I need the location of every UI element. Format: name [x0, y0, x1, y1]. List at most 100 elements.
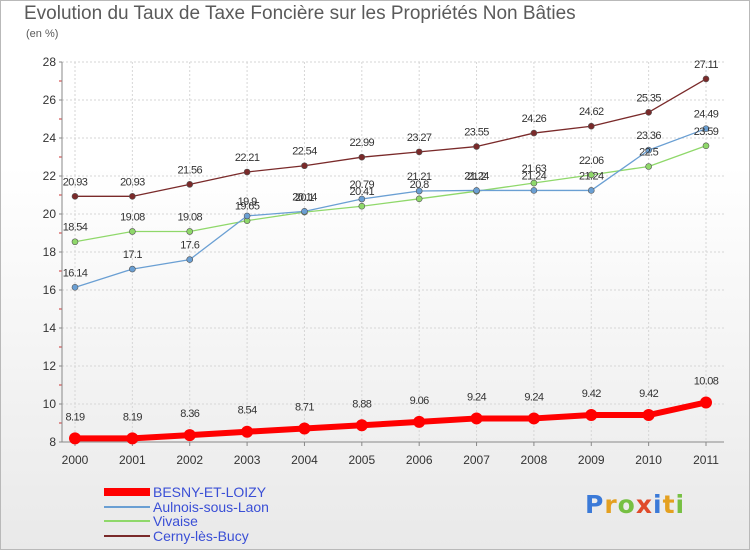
- data-point-aulnois-sous-laon: [587, 187, 595, 194]
- data-point-besny-et-loizy: [355, 419, 368, 432]
- data-label-besny-et-loizy: 8.19: [65, 411, 84, 423]
- data-point-besny-et-loizy: [298, 422, 311, 435]
- legend-label: BESNY-ET-LOIZY: [153, 484, 267, 500]
- legend-swatch: [104, 505, 150, 508]
- legend-label: Cerny-lès-Bucy: [153, 527, 249, 544]
- legend-label: Aulnois-sous-Laon: [153, 498, 269, 515]
- x-tick-label: 2009: [578, 453, 605, 467]
- y-tick-label: 20: [43, 207, 57, 221]
- data-label-besny-et-loizy: 9.24: [524, 391, 543, 403]
- data-point-aulnois-sous-laon: [301, 208, 308, 215]
- data-point-vivaise: [530, 179, 538, 187]
- y-tick-label: 16: [43, 283, 57, 297]
- data-point-besny-et-loizy: [470, 412, 483, 425]
- x-tick-label: 2006: [406, 453, 433, 467]
- data-point-cerny-les-bucy: [243, 168, 251, 176]
- data-label-besny-et-loizy: 8.19: [123, 411, 142, 423]
- data-point-vivaise: [71, 238, 79, 246]
- data-label-cerny-les-bucy: 23.55: [464, 127, 489, 139]
- y-tick-label: 26: [43, 93, 57, 107]
- data-label-besny-et-loizy: 8.54: [238, 405, 257, 417]
- proxiti-logo: Proxiti: [585, 490, 685, 519]
- data-label-aulnois-sous-laon: 21.24: [464, 170, 489, 182]
- data-point-cerny-les-bucy: [301, 162, 308, 170]
- data-point-besny-et-loizy: [241, 425, 254, 438]
- data-point-besny-et-loizy: [183, 429, 196, 442]
- data-label-besny-et-loizy: 10.08: [694, 375, 719, 387]
- x-tick-label: 2003: [234, 453, 261, 467]
- data-point-besny-et-loizy: [527, 412, 540, 425]
- data-label-vivaise: 20.1: [295, 192, 314, 204]
- data-point-aulnois-sous-laon: [415, 187, 423, 195]
- unit-label: (en %): [26, 28, 59, 40]
- data-label-cerny-les-bucy: 22.99: [350, 137, 375, 149]
- data-label-aulnois-sous-laon: 17.6: [180, 240, 199, 252]
- y-tick-label: 24: [43, 131, 57, 145]
- chart-title: Evolution du Taux de Taxe Foncière sur l…: [24, 3, 576, 24]
- data-label-aulnois-sous-laon: 21.24: [579, 170, 604, 182]
- data-label-vivaise: 19.65: [235, 201, 260, 213]
- data-label-besny-et-loizy: 8.71: [295, 402, 314, 414]
- logo-letter: t: [662, 490, 676, 519]
- data-label-cerny-les-bucy: 22.54: [292, 146, 317, 158]
- data-point-aulnois-sous-laon: [530, 187, 538, 194]
- y-tick-label: 18: [43, 245, 57, 259]
- data-label-vivaise: 22.06: [579, 155, 604, 167]
- data-label-cerny-les-bucy: 20.93: [63, 176, 88, 188]
- data-label-cerny-les-bucy: 24.62: [579, 106, 604, 118]
- data-point-besny-et-loizy: [126, 432, 139, 445]
- data-point-besny-et-loizy: [585, 409, 598, 422]
- data-point-vivaise: [702, 142, 710, 150]
- data-label-besny-et-loizy: 9.24: [467, 391, 486, 403]
- data-point-cerny-les-bucy: [358, 153, 366, 161]
- data-label-besny-et-loizy: 9.42: [582, 388, 601, 400]
- data-point-vivaise: [129, 228, 136, 235]
- y-tick-label: 14: [43, 321, 57, 335]
- data-point-besny-et-loizy: [642, 409, 655, 422]
- data-label-vivaise: 19.08: [120, 211, 145, 223]
- data-label-cerny-les-bucy: 25.35: [636, 92, 661, 104]
- logo-letter: i: [675, 490, 686, 519]
- data-point-vivaise: [186, 228, 194, 235]
- data-point-cerny-les-bucy: [186, 181, 194, 188]
- data-point-vivaise: [358, 202, 366, 210]
- data-label-vivaise: 22.5: [639, 147, 658, 159]
- x-tick-label: 2011: [693, 453, 719, 467]
- data-label-cerny-les-bucy: 27.11: [694, 59, 718, 71]
- data-label-vivaise: 20.41: [350, 186, 375, 198]
- x-tick-label: 2005: [348, 453, 375, 467]
- data-point-vivaise: [587, 171, 595, 179]
- logo-letter: i: [653, 490, 663, 519]
- data-point-aulnois-sous-laon: [71, 284, 79, 291]
- data-label-vivaise: 23.59: [694, 126, 719, 138]
- data-point-cerny-les-bucy: [71, 193, 79, 200]
- data-label-aulnois-sous-laon: 23.36: [636, 130, 661, 142]
- data-label-cerny-les-bucy: 20.93: [120, 176, 145, 188]
- data-point-aulnois-sous-laon: [645, 146, 652, 154]
- logo-letter: r: [604, 490, 618, 519]
- data-label-aulnois-sous-laon: 20.14: [292, 191, 317, 203]
- data-point-cerny-les-bucy: [587, 122, 595, 130]
- data-label-aulnois-sous-laon: 21.21: [407, 171, 432, 183]
- data-point-aulnois-sous-laon: [129, 265, 136, 273]
- x-tick-label: 2002: [176, 453, 203, 467]
- data-point-aulnois-sous-laon: [358, 195, 366, 203]
- legend-label: Vivaise: [153, 513, 198, 529]
- y-tick-label: 12: [43, 359, 57, 373]
- x-tick-label: 2001: [119, 453, 146, 467]
- line-chart: 8 10 12 14 16 18 20 22 24 26 28 2000 2001 2002 2003 200…: [43, 55, 724, 467]
- x-tick-label: 2000: [62, 453, 89, 467]
- data-point-vivaise: [415, 195, 423, 203]
- data-point-aulnois-sous-laon: [186, 256, 194, 263]
- data-label-aulnois-sous-laon: 19.9: [238, 196, 257, 208]
- series-line-aulnois-sous-laon: [74, 128, 707, 288]
- data-label-cerny-les-bucy: 21.56: [177, 164, 202, 176]
- series-line-cerny-les-bucy: [75, 78, 707, 197]
- data-label-vivaise: 21.63: [522, 163, 547, 175]
- data-label-aulnois-sous-laon: 17.1: [123, 249, 142, 261]
- x-tick-label: 2007: [463, 453, 490, 467]
- data-label-vivaise: 19.08: [177, 211, 202, 223]
- data-point-cerny-les-bucy: [473, 143, 480, 150]
- data-label-vivaise: 18.54: [63, 222, 88, 234]
